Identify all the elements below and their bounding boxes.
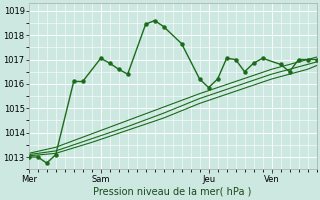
- X-axis label: Pression niveau de la mer( hPa ): Pression niveau de la mer( hPa ): [93, 187, 252, 197]
